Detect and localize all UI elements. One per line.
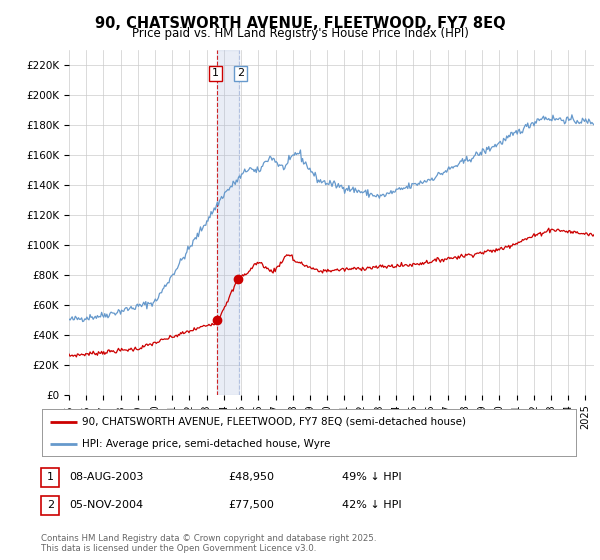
Text: 08-AUG-2003: 08-AUG-2003 [69, 472, 143, 482]
Text: 42% ↓ HPI: 42% ↓ HPI [342, 500, 401, 510]
Text: £48,950: £48,950 [228, 472, 274, 482]
Bar [217, 50, 239, 395]
Text: Contains HM Land Registry data © Crown copyright and database right 2025.
This d: Contains HM Land Registry data © Crown c… [41, 534, 377, 553]
Text: Price paid vs. HM Land Registry's House Price Index (HPI): Price paid vs. HM Land Registry's House … [131, 27, 469, 40]
Text: 2: 2 [47, 500, 54, 510]
Text: 49% ↓ HPI: 49% ↓ HPI [342, 472, 401, 482]
Text: 90, CHATSWORTH AVENUE, FLEETWOOD, FY7 8EQ: 90, CHATSWORTH AVENUE, FLEETWOOD, FY7 8E… [95, 16, 505, 31]
Text: 2: 2 [237, 68, 244, 78]
Text: 90, CHATSWORTH AVENUE, FLEETWOOD, FY7 8EQ (semi-detached house): 90, CHATSWORTH AVENUE, FLEETWOOD, FY7 8E… [82, 417, 466, 427]
Text: 1: 1 [47, 472, 54, 482]
Text: 1: 1 [212, 68, 219, 78]
Text: £77,500: £77,500 [228, 500, 274, 510]
Text: HPI: Average price, semi-detached house, Wyre: HPI: Average price, semi-detached house,… [82, 438, 331, 449]
Text: 05-NOV-2004: 05-NOV-2004 [69, 500, 143, 510]
